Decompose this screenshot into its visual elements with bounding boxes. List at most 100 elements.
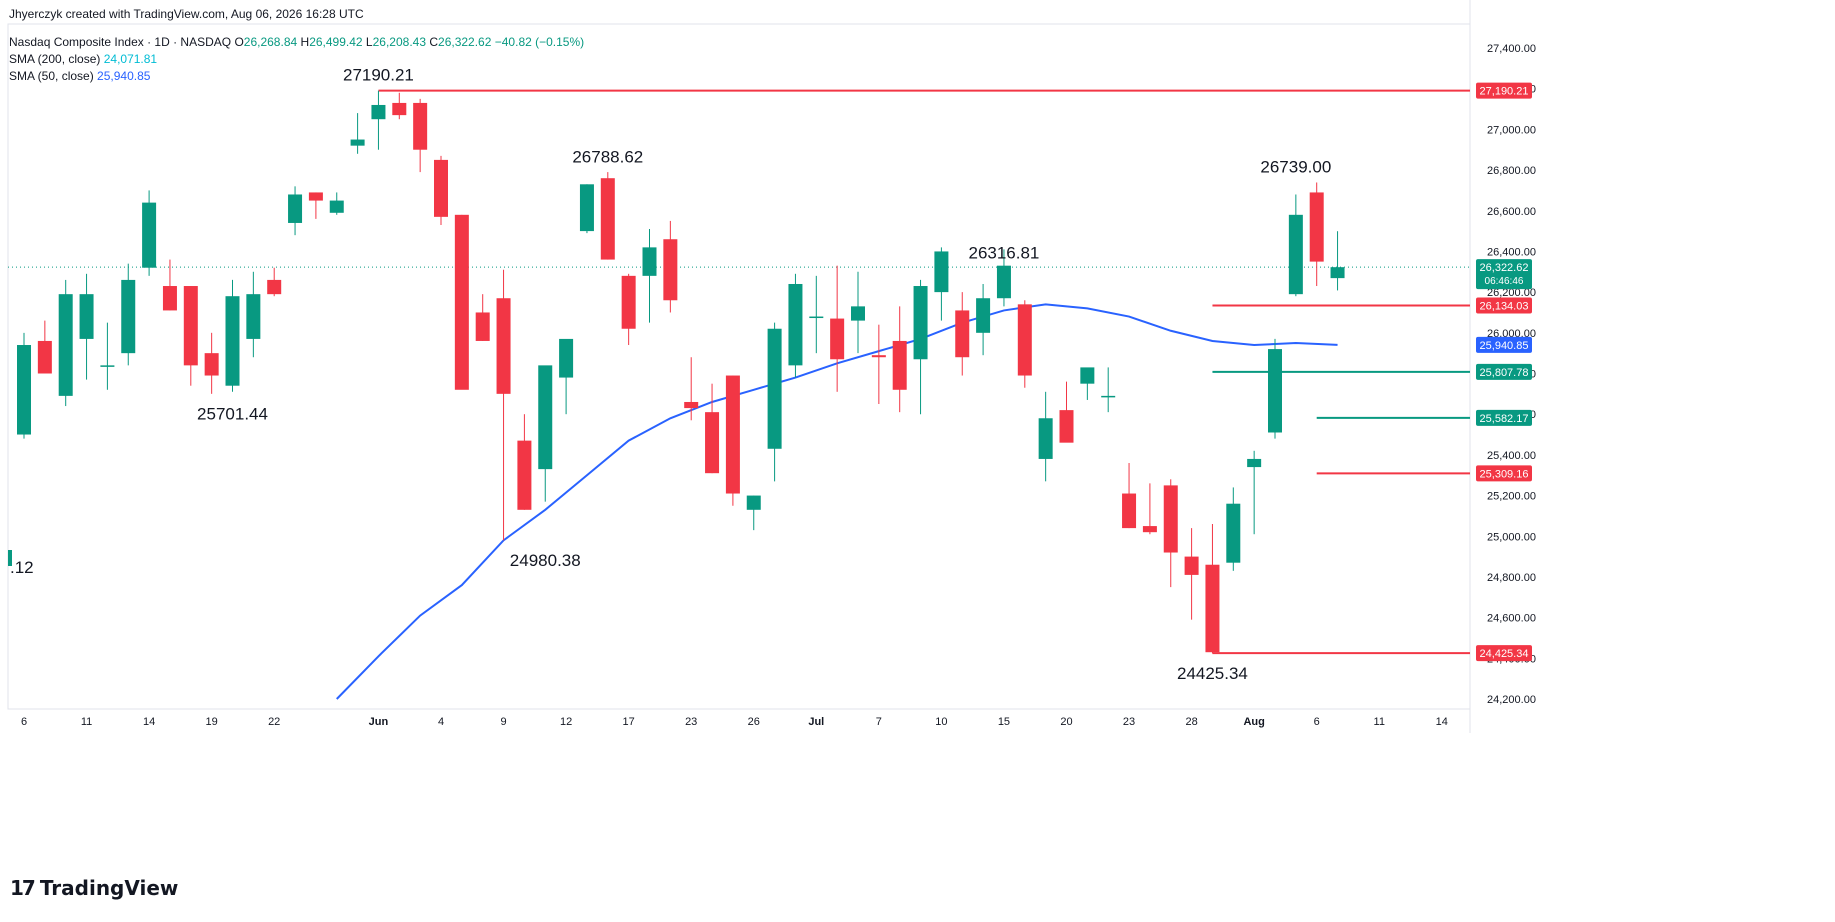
legend-ohlc[interactable]: Nasdaq Composite Index · 1D · NASDAQ O 26… (9, 34, 584, 50)
y-tick-label: 24,200.00 (1487, 694, 1536, 706)
candle (183, 286, 198, 386)
candle (705, 383, 720, 474)
candle-body (1122, 493, 1137, 529)
candle-body (788, 283, 803, 366)
candle-body (1101, 395, 1116, 398)
price-tag-countdown: 06:46:46 (1485, 276, 1524, 287)
sma50-label[interactable]: SMA (50, close) (9, 69, 94, 83)
legend-sma50[interactable]: SMA (50, close) 25,940.85 (9, 68, 150, 84)
candle (475, 294, 490, 341)
y-tick-label: 26,400.00 (1487, 246, 1536, 258)
price-tag-label: 26,322.62 (1480, 262, 1529, 274)
close-value: 26,322.62 (438, 35, 492, 49)
candle-body (162, 286, 177, 311)
open-label: O (234, 35, 244, 49)
candle (413, 98, 428, 173)
candle (976, 283, 991, 356)
candle-body (79, 294, 94, 339)
level-tag-label: 26,134.03 (1480, 301, 1529, 313)
level-tag-label: 25,807.78 (1480, 367, 1529, 379)
candle-body (392, 102, 407, 116)
sma200-value: 24,071.81 (103, 52, 158, 66)
candle-body (1080, 367, 1095, 384)
x-tick-label: 4 (438, 716, 444, 728)
candle-body (329, 200, 344, 213)
candle-body (1142, 526, 1157, 533)
candle-body (204, 353, 219, 376)
symbol-title[interactable]: Nasdaq Composite Index · 1D · NASDAQ (9, 35, 232, 49)
candle (329, 192, 344, 215)
candle-body (1184, 556, 1199, 575)
candle-body (496, 298, 511, 394)
candle-body (308, 192, 323, 201)
candle (1059, 381, 1074, 443)
candle-body (225, 296, 240, 386)
candle-body (809, 316, 824, 319)
x-tick-label: 9 (500, 716, 506, 728)
candle (621, 273, 636, 346)
x-tick-label: 12 (560, 716, 572, 728)
candle-body (183, 286, 198, 366)
candle (600, 172, 615, 260)
high-label: H (300, 35, 310, 49)
candle (100, 322, 115, 390)
candle-body (976, 298, 991, 333)
x-tick-label: 19 (206, 716, 218, 728)
legend-sma200[interactable]: SMA (200, close) 24,071.81 (9, 51, 157, 67)
y-tick-label: 26,600.00 (1487, 206, 1536, 218)
candle (350, 113, 365, 154)
candle-body (830, 318, 845, 360)
candle-body (434, 159, 448, 217)
level-tag-bg (1476, 645, 1532, 662)
candle-body (454, 214, 469, 390)
candle (871, 324, 886, 405)
candle (17, 332, 31, 439)
level-tag-bg (1476, 297, 1532, 314)
price-annotation: 26788.62 (572, 147, 643, 166)
candle (1226, 487, 1241, 571)
candle-body (684, 401, 699, 409)
candle (684, 357, 699, 421)
y-tick-label: 25,000.00 (1487, 531, 1536, 543)
candle-body (725, 375, 740, 494)
candle (996, 249, 1011, 307)
candle-body (1038, 418, 1053, 459)
price-annotation: 25701.44 (197, 405, 268, 424)
x-tick-label: 11 (81, 716, 92, 728)
x-tick-label: 17 (623, 716, 635, 728)
price-tag-bg (1476, 259, 1532, 290)
candle-body (58, 294, 73, 396)
candle (392, 92, 407, 120)
candle-body (1017, 304, 1032, 376)
candle-body (892, 340, 907, 390)
credit-text: Jhyerczyk created with TradingView.com, … (9, 7, 364, 21)
x-tick-label: 10 (935, 716, 947, 728)
candle (1163, 479, 1178, 588)
candle (663, 220, 678, 313)
low-value: 26,208.43 (372, 35, 426, 49)
candle (1142, 483, 1157, 535)
close-label: C (429, 35, 439, 49)
sma200-label[interactable]: SMA (200, close) (9, 52, 101, 66)
x-tick-label: 14 (1436, 716, 1448, 728)
candle (225, 279, 240, 392)
candle (642, 229, 657, 323)
tradingview-logo[interactable]: 17 TradingView (10, 876, 178, 900)
x-tick-label: 6 (21, 716, 27, 728)
candle-body (1288, 214, 1303, 295)
candle-body (17, 345, 31, 435)
x-tick-label: 22 (268, 716, 280, 728)
y-tick-label: 24,600.00 (1487, 613, 1536, 625)
candle (454, 214, 469, 390)
level-tag-bg (1476, 82, 1532, 99)
candle-body (1247, 458, 1262, 468)
candle-body (600, 178, 615, 260)
candle (1268, 338, 1282, 439)
y-tick-label: 25,200.00 (1487, 491, 1536, 503)
candle-body (288, 194, 303, 223)
level-tag-bg (1476, 465, 1532, 482)
y-tick-label: 26,000.00 (1487, 328, 1536, 340)
candle-body (746, 495, 761, 510)
